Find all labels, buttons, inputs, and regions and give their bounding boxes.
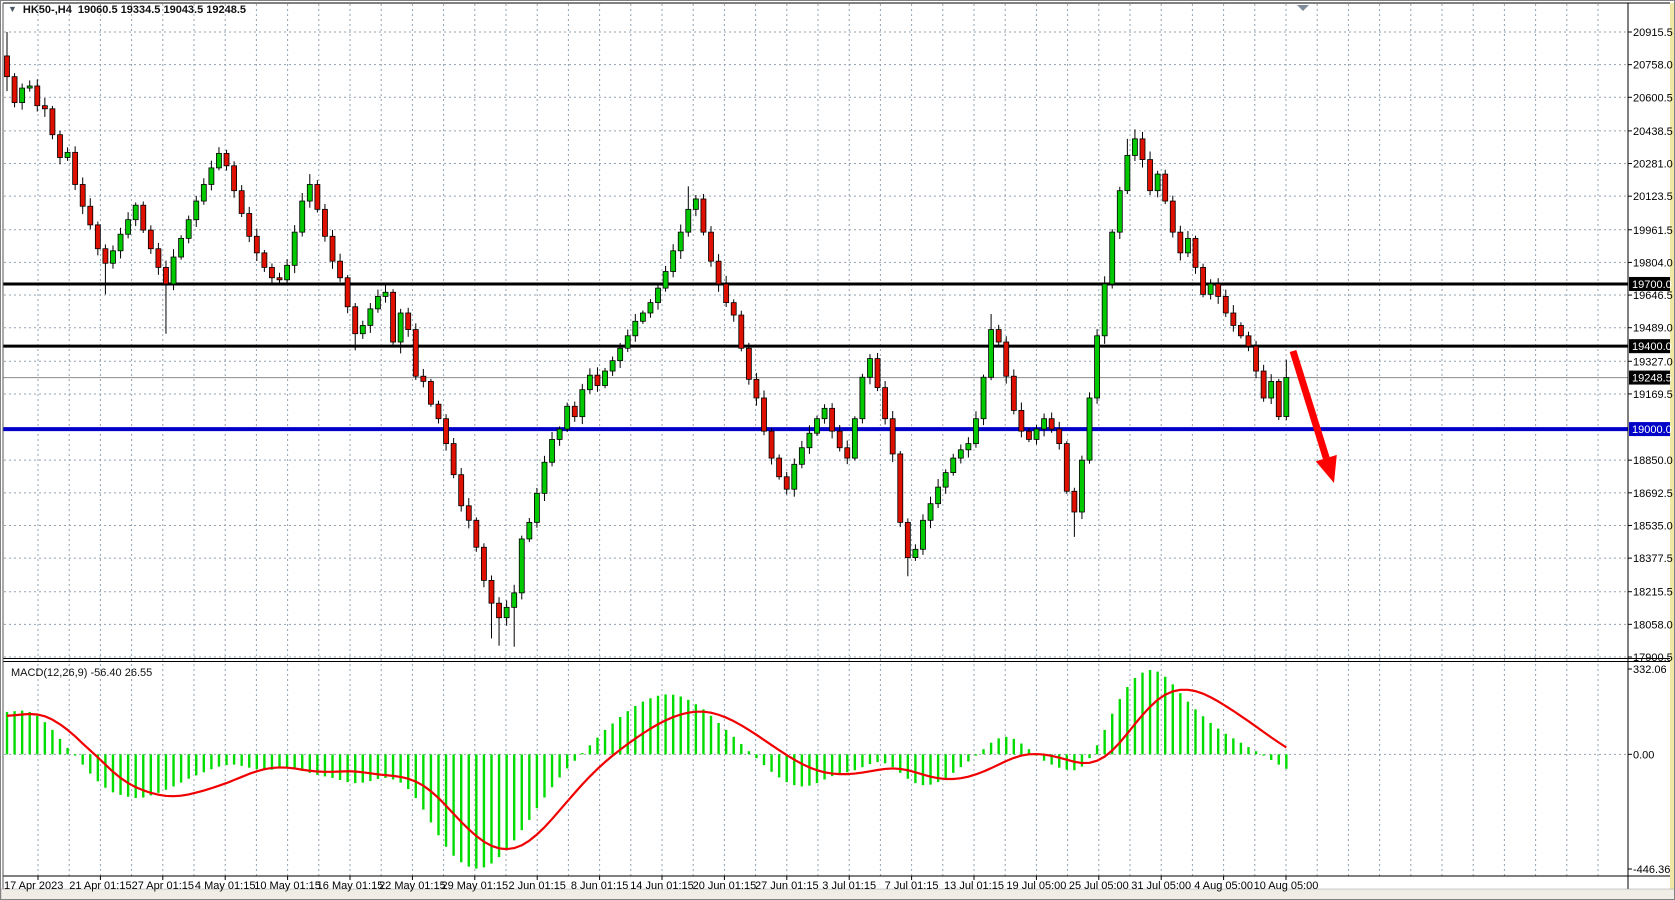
price-tick-label: 19646.5 (1633, 290, 1673, 302)
price-tick-label: 20281.0 (1633, 159, 1673, 171)
macd-indicator-label: MACD(12,26,9) -56.40 26.55 (11, 667, 153, 679)
macd-axis[interactable]: 332.06 0.00 -446.36 (1628, 664, 1670, 876)
time-tick-label: 22 May 01:15 (379, 880, 446, 892)
chart-title-overlay: ▼ HK50-,H4 19060.5 19334.5 19043.5 19248… (8, 4, 246, 16)
price-tick-label: 20123.5 (1633, 191, 1673, 203)
price-tick-label: 19961.5 (1633, 225, 1673, 237)
time-tick-label: 25 Jul 05:00 (1069, 880, 1129, 892)
price-axis[interactable]: 20915.5 20758.0 20600.5 20438.5 20281.0 20123… (1628, 27, 1673, 664)
price-tick-label: 19169.5 (1633, 389, 1673, 401)
time-tick-label: 29 May 01:15 (441, 880, 508, 892)
time-tick-label: 27 Apr 01:15 (132, 880, 194, 892)
price-level-label: 19000.0 (1632, 424, 1672, 436)
time-axis[interactable]: 17 Apr 2023 21 Apr 01:15 27 Apr 01:15 4 May… (4, 876, 1318, 892)
time-tick-label: 7 Jul 01:15 (885, 880, 939, 892)
time-tick-label: 16 May 01:15 (317, 880, 384, 892)
price-tick-label: 18850.0 (1633, 455, 1673, 467)
time-tick-label: 20 Jun 01:15 (693, 880, 757, 892)
macd-tick-label: -446.36 (1633, 864, 1670, 876)
price-tick-label: 20758.0 (1633, 60, 1673, 72)
right-edge-strip (1670, 3, 1674, 889)
price-tick-label: 20438.5 (1633, 126, 1673, 138)
macd-tick-label: 0.00 (1633, 749, 1654, 761)
price-tick-label: 18215.5 (1633, 587, 1673, 599)
time-tick-label: 14 Jun 01:15 (630, 880, 694, 892)
price-tick-label: 18535.0 (1633, 520, 1673, 532)
chart-shift-marker[interactable] (1297, 5, 1309, 11)
price-tick-label: 18058.0 (1633, 619, 1673, 631)
price-tick-label: 20915.5 (1633, 27, 1673, 39)
price-tick-label: 18377.5 (1633, 553, 1673, 565)
grid (4, 4, 1628, 876)
macd-histogram (5, 670, 1288, 869)
price-tick-label: 19804.0 (1633, 257, 1673, 269)
time-tick-label: 2 Jun 01:15 (508, 880, 566, 892)
symbol-period-label: HK50-,H4 (22, 4, 72, 16)
price-level-label: 19248.5 (1632, 373, 1672, 385)
time-tick-label: 10 May 01:15 (254, 880, 321, 892)
time-tick-label: 4 May 01:15 (195, 880, 256, 892)
price-tick-label: 18692.5 (1633, 488, 1673, 500)
time-tick-label: 31 Jul 05:00 (1131, 880, 1191, 892)
time-tick-label: 13 Jul 01:15 (944, 880, 1004, 892)
time-tick-label: 10 Aug 05:00 (1254, 880, 1319, 892)
time-tick-label: 3 Jul 01:15 (822, 880, 876, 892)
time-tick-label: 21 Apr 01:15 (69, 880, 131, 892)
arrow-annotation[interactable] (1289, 349, 1337, 483)
candlestick-series (4, 32, 1290, 647)
time-tick-label: 27 Jun 01:15 (755, 880, 819, 892)
price-level-label: 19400.0 (1632, 341, 1672, 353)
price-level-label: 19700.0 (1632, 279, 1672, 291)
price-tick-label: 20600.5 (1633, 92, 1673, 104)
time-tick-label: 4 Aug 05:00 (1194, 880, 1253, 892)
macd-signal-line (6, 688, 1287, 851)
status-strip (1, 888, 1674, 899)
ohlc-values: 19060.5 19334.5 19043.5 19248.5 (77, 4, 247, 16)
price-tick-label: 19489.0 (1633, 323, 1673, 335)
macd-tick-label: 332.06 (1633, 664, 1667, 676)
time-tick-label: 8 Jun 01:15 (571, 880, 629, 892)
time-tick-label: 17 Apr 2023 (4, 880, 63, 892)
price-tick-label: 17900.5 (1633, 652, 1673, 664)
time-tick-label: 19 Jul 05:00 (1006, 880, 1066, 892)
symbol-dropdown-icon[interactable]: ▼ (8, 4, 17, 14)
price-tick-label: 19327.0 (1633, 356, 1673, 368)
